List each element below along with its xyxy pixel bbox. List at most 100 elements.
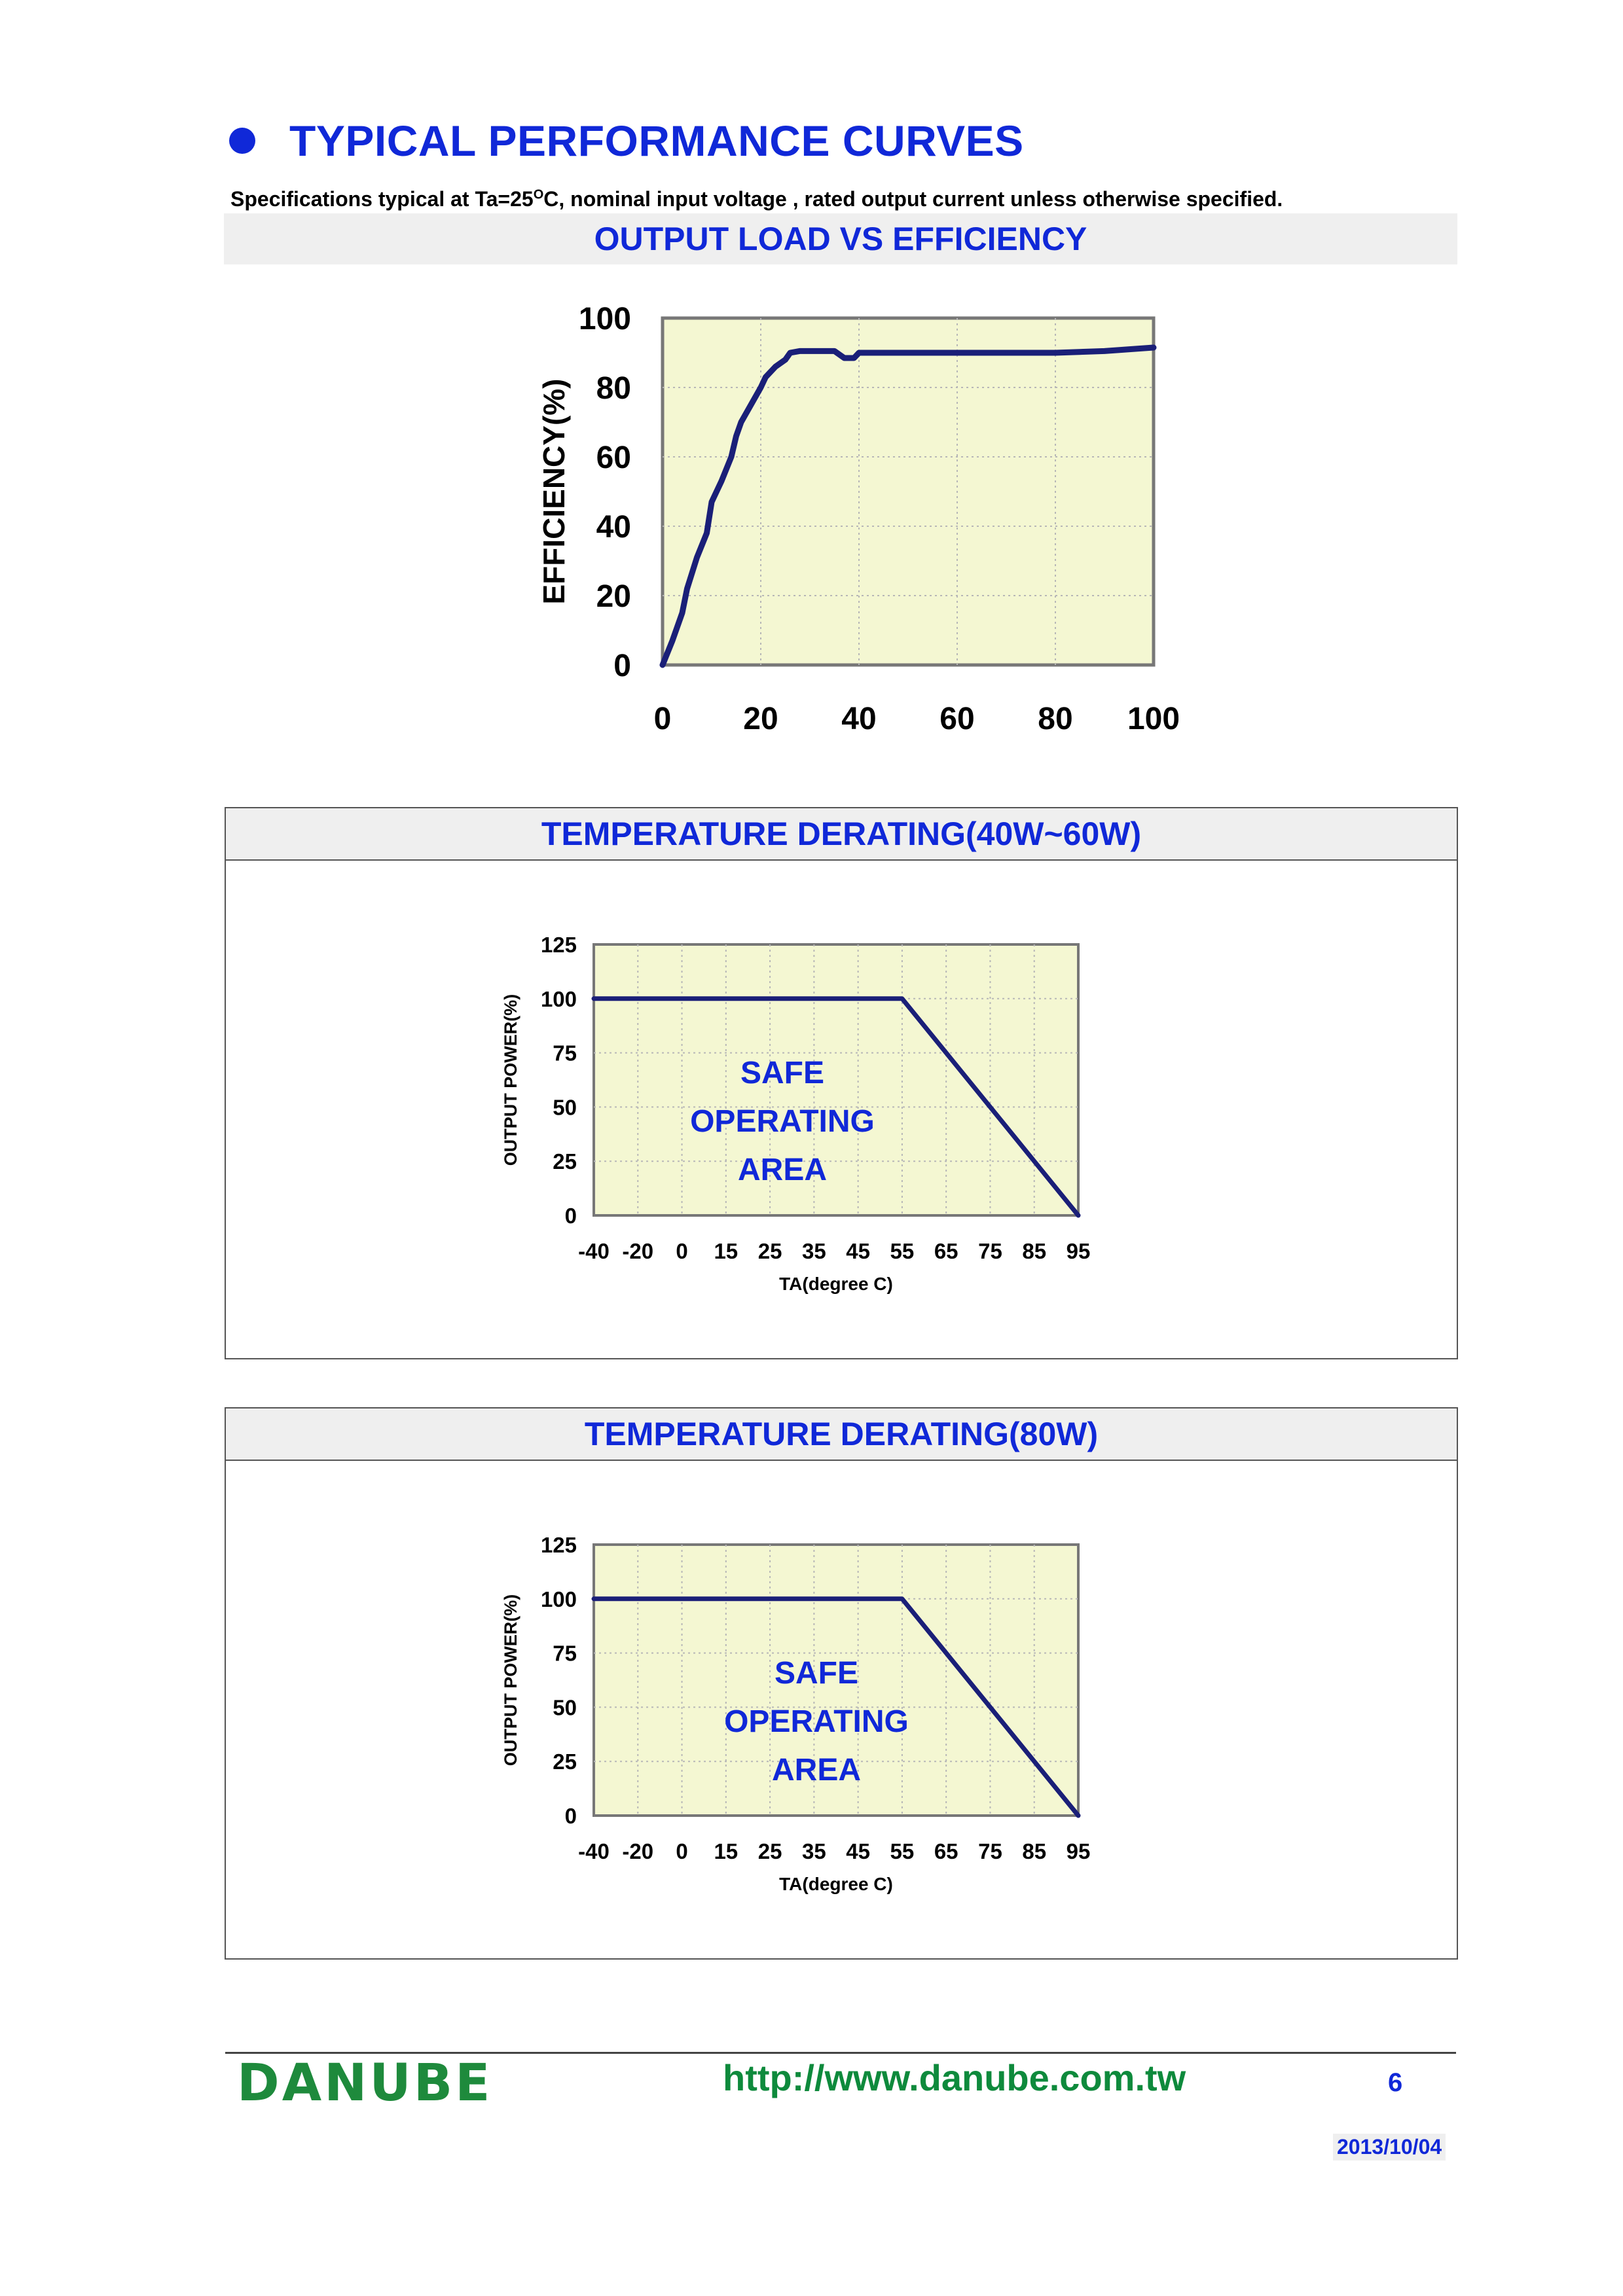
efficiency-data-point: [789, 351, 792, 354]
efficiency-data-point: [710, 500, 713, 503]
efficiency-data-point: [720, 480, 723, 483]
efficiency-data-point: [956, 351, 958, 354]
derating-data-point: [593, 1597, 595, 1600]
derating-40-60-chart: 0 25 50 75 100 125 -40 -20 0 15 25 35 45 55 65 75 85 95 TA…: [501, 933, 1091, 1294]
y-tick-label: 100: [579, 302, 631, 336]
y-tick-label: 80: [596, 371, 631, 406]
y-axis-label: OUTPUT POWER(%): [501, 1594, 520, 1767]
y-tick-label: 20: [596, 579, 631, 614]
y-tick-label: 0: [565, 1804, 577, 1828]
y-tick-label: 40: [596, 510, 631, 545]
efficiency-data-point: [858, 351, 860, 354]
y-tick-label: 125: [541, 1533, 577, 1557]
x-axis-label: TA(degree C): [779, 1274, 893, 1294]
document-date: 2013/10/04: [1333, 2134, 1446, 2161]
x-tick-label: 15: [714, 1239, 738, 1263]
derating-80-title: TEMPERATURE DERATING(80W): [584, 1416, 1099, 1452]
x-tick-label: 85: [1022, 1839, 1046, 1863]
efficiency-data-point: [730, 456, 733, 458]
efficiency-data-point: [705, 531, 708, 535]
x-tick-label: 35: [802, 1839, 826, 1863]
efficiency-data-point: [740, 421, 742, 423]
efficiency-data-point: [784, 358, 787, 361]
x-tick-label: 65: [934, 1239, 958, 1263]
spec-suffix: C, nominal input voltage , rated output …: [543, 187, 1283, 211]
safe-area-annotation: AREA: [738, 1153, 827, 1187]
x-tick-label: 20: [743, 702, 778, 736]
x-tick-label: -20: [622, 1239, 653, 1263]
derating-80-box: TEMPERATURE DERATING(80W) 0 25 50 75 100 125 -…: [225, 1407, 1458, 1960]
safe-area-annotation: OPERATING: [690, 1104, 875, 1139]
x-tick-label: 0: [676, 1839, 687, 1863]
x-tick-label: 25: [758, 1839, 782, 1863]
x-tick-label: 100: [1127, 702, 1178, 736]
efficiency-data-point: [774, 365, 777, 368]
x-tick-label: 55: [890, 1839, 915, 1863]
x-tick-label: 80: [1038, 702, 1072, 736]
efficiency-data-point: [1152, 346, 1155, 350]
derating-data-point: [593, 997, 595, 1000]
x-tick-label: 60: [939, 702, 974, 736]
x-tick-label: 75: [978, 1839, 1002, 1863]
efficiency-data-point: [661, 664, 664, 666]
x-tick-label: 25: [758, 1239, 782, 1263]
x-tick-label: 45: [846, 1839, 870, 1863]
y-tick-label: 125: [541, 933, 577, 957]
y-axis-label: OUTPUT POWER(%): [501, 994, 520, 1166]
derating-data-point: [900, 997, 903, 1000]
derating-80-header: TEMPERATURE DERATING(80W): [226, 1408, 1457, 1461]
page-title: TYPICAL PERFORMANCE CURVES: [289, 117, 1024, 165]
efficiency-data-point: [681, 611, 684, 615]
x-tick-label: 40: [841, 702, 876, 736]
efficiency-data-point: [843, 356, 846, 359]
bullet-icon: [229, 128, 255, 154]
x-tick-label: 75: [978, 1239, 1002, 1263]
efficiency-section-header: OUTPUT LOAD VS EFFICIENCY: [224, 213, 1457, 264]
y-tick-label: 25: [553, 1749, 577, 1774]
x-tick-label: 35: [802, 1239, 826, 1263]
efficiency-data-point: [852, 356, 856, 359]
efficiency-data-point: [685, 587, 689, 590]
efficiency-data-point: [809, 350, 811, 353]
efficiency-data-point: [759, 386, 762, 389]
derating-40-60-box: TEMPERATURE DERATING(40W~60W) 0 25 50 75 100…: [225, 807, 1458, 1359]
efficiency-data-point: [695, 556, 699, 559]
derating-80-chart: 0 25 50 75 100 125 -40 -20 0 15 25 35 45 55 65 75 85 95 TA…: [501, 1533, 1091, 1894]
x-tick-label: 0: [676, 1239, 687, 1263]
degree-superscript: O: [533, 187, 544, 202]
website-link[interactable]: http://www.danube.com.tw: [723, 2057, 1186, 2098]
brand-logo: DANUBE: [237, 2054, 493, 2113]
x-tick-label: 65: [934, 1839, 958, 1863]
x-tick-label: 95: [1067, 1839, 1091, 1863]
safe-area-annotation: SAFE: [775, 1656, 858, 1691]
y-tick-label: 0: [565, 1204, 577, 1228]
efficiency-section-title: OUTPUT LOAD VS EFFICIENCY: [594, 221, 1087, 257]
y-tick-label: 100: [541, 987, 577, 1011]
derating-40-60-title: TEMPERATURE DERATING(40W~60W): [541, 816, 1142, 852]
efficiency-data-point: [1005, 351, 1008, 354]
x-tick-label: 95: [1067, 1239, 1091, 1263]
y-tick-label: 60: [596, 440, 631, 475]
efficiency-data-point: [882, 351, 885, 354]
x-tick-label: -40: [578, 1239, 610, 1263]
x-tick-label: -20: [622, 1839, 653, 1863]
y-tick-label: 0: [613, 649, 631, 683]
efficiency-data-point: [671, 639, 674, 642]
safe-area-annotation: OPERATING: [724, 1704, 909, 1739]
x-tick-label: 45: [846, 1239, 870, 1263]
footer-divider: [225, 2052, 1456, 2054]
x-tick-label: 15: [714, 1839, 738, 1863]
spec-prefix: Specifications typical at Ta=25: [230, 187, 534, 211]
derating-data-point: [1077, 1814, 1080, 1817]
efficiency-data-point: [1103, 350, 1106, 353]
efficiency-data-point: [750, 403, 752, 406]
efficiency-data-point: [1054, 351, 1057, 354]
section-heading: TYPICAL PERFORMANCE CURVES: [229, 111, 1024, 170]
efficiency-data-point: [823, 350, 826, 353]
efficiency-data-point: [764, 376, 767, 379]
derating-40-60-header: TEMPERATURE DERATING(40W~60W): [226, 808, 1457, 861]
efficiency-data-point: [907, 351, 909, 354]
x-tick-label: 85: [1022, 1239, 1046, 1263]
y-tick-label: 50: [553, 1695, 577, 1719]
x-tick-label: -40: [578, 1839, 610, 1863]
